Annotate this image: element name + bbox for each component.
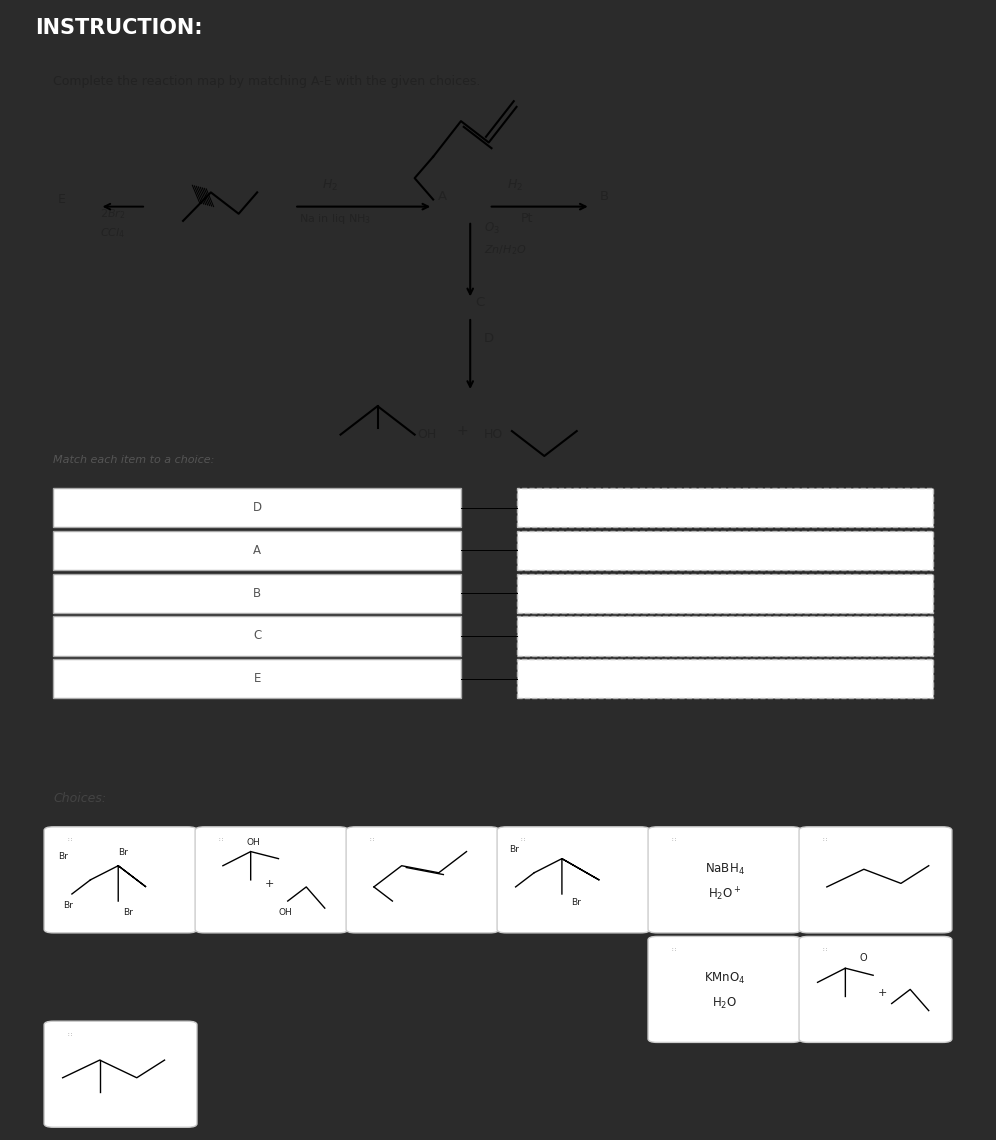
Text: A: A [438, 189, 447, 203]
Text: H$_2$O$^+$: H$_2$O$^+$ [708, 886, 741, 903]
Text: D: D [484, 332, 494, 345]
Text: OH: OH [279, 909, 292, 918]
Text: ∷: ∷ [823, 838, 827, 844]
FancyBboxPatch shape [648, 936, 801, 1042]
Text: $CCl_4$: $CCl_4$ [100, 227, 124, 241]
Text: H$_2$O: H$_2$O [712, 996, 737, 1011]
Text: ∷: ∷ [671, 947, 675, 953]
FancyBboxPatch shape [44, 826, 197, 933]
FancyBboxPatch shape [195, 826, 348, 933]
Text: +: + [877, 988, 887, 999]
Text: $Zn/H_2O$: $Zn/H_2O$ [484, 243, 527, 256]
Text: O: O [860, 953, 867, 963]
Text: Match each item to a choice:: Match each item to a choice: [54, 455, 215, 465]
Text: ∷: ∷ [68, 1032, 72, 1037]
Bar [54, 531, 461, 570]
Text: OH: OH [417, 429, 436, 441]
Text: E: E [253, 673, 261, 685]
Bar [517, 573, 933, 613]
Text: Complete the reaction map by matching A-E with the given choices.: Complete the reaction map by matching A-… [54, 75, 481, 88]
FancyBboxPatch shape [799, 936, 952, 1042]
Text: NaBH$_4$: NaBH$_4$ [704, 862, 744, 877]
Text: C: C [475, 296, 484, 309]
Text: +: + [265, 879, 274, 889]
Text: $O_3$: $O_3$ [484, 220, 500, 236]
Text: Br: Br [571, 897, 581, 906]
Text: $2Br_2$: $2Br_2$ [100, 207, 125, 221]
Text: HO: HO [484, 429, 503, 441]
Bar [517, 531, 933, 570]
Bar [517, 488, 933, 527]
Text: $H_2$: $H_2$ [322, 178, 338, 193]
Text: Pt: Pt [521, 212, 534, 226]
Bar [54, 573, 461, 613]
Text: A: A [253, 544, 261, 557]
Text: Br: Br [509, 845, 519, 854]
Text: E: E [58, 193, 66, 206]
Text: ∷: ∷ [823, 947, 827, 953]
FancyBboxPatch shape [648, 826, 801, 933]
Text: Na in liq NH$_3$: Na in liq NH$_3$ [299, 212, 371, 227]
FancyBboxPatch shape [44, 1021, 197, 1127]
Text: $H_2$: $H_2$ [507, 178, 523, 193]
FancyBboxPatch shape [346, 826, 499, 933]
FancyBboxPatch shape [799, 826, 952, 933]
Bar [54, 617, 461, 655]
Text: OH: OH [246, 838, 260, 847]
Text: KMnO$_4$: KMnO$_4$ [704, 971, 745, 986]
Text: C: C [253, 629, 261, 643]
Bar [54, 488, 461, 527]
Bar [517, 617, 933, 655]
Text: +: + [456, 424, 468, 438]
Text: Br: Br [58, 852, 68, 861]
FancyBboxPatch shape [497, 826, 650, 933]
Text: B: B [253, 587, 261, 600]
Text: D: D [253, 502, 262, 514]
Text: Br: Br [63, 901, 73, 910]
Text: ∷: ∷ [370, 838, 374, 844]
Bar [54, 659, 461, 698]
Text: ∷: ∷ [520, 838, 525, 844]
Text: B: B [600, 189, 609, 203]
Text: ∷: ∷ [671, 838, 675, 844]
Text: INSTRUCTION:: INSTRUCTION: [35, 18, 202, 39]
Text: Choices:: Choices: [54, 791, 107, 805]
Text: ∷: ∷ [68, 838, 72, 844]
Text: Br: Br [119, 848, 128, 857]
Bar [517, 659, 933, 698]
Text: ∷: ∷ [218, 838, 223, 844]
Text: Br: Br [123, 909, 132, 918]
